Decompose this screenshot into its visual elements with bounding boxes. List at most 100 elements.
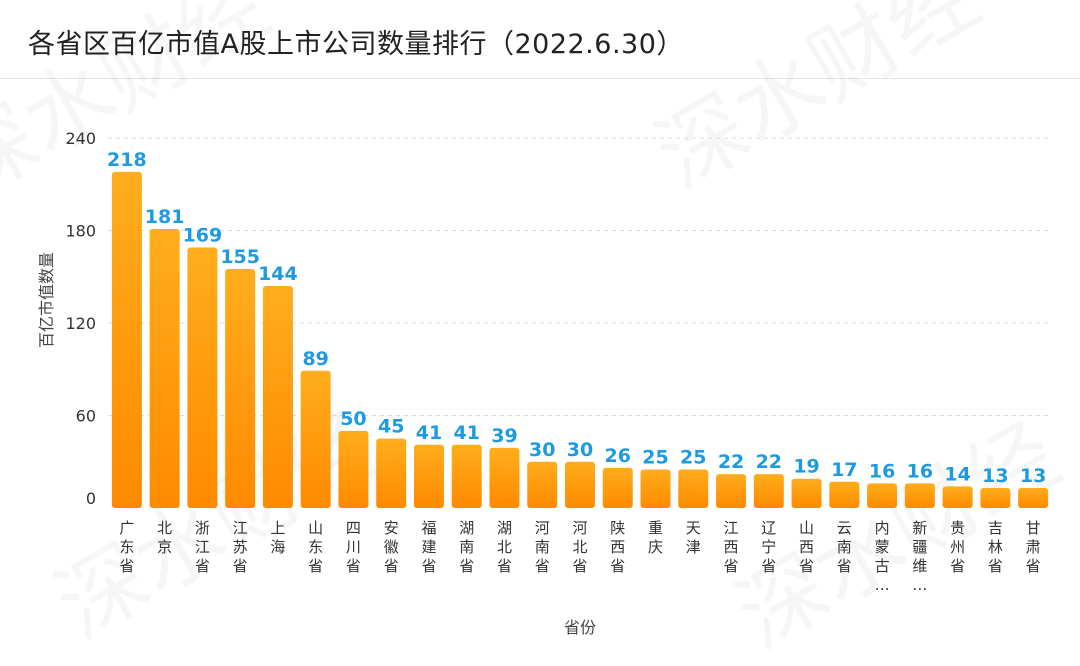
x-tick-label: 江: [195, 538, 210, 556]
x-tick-label: 山: [799, 519, 814, 537]
x-tick-label: 陕: [610, 519, 625, 537]
x-tick-label: 建: [421, 538, 436, 556]
bar: [262, 286, 293, 508]
data-label: 26: [605, 445, 631, 467]
bar: [640, 469, 671, 508]
data-label: 144: [258, 263, 298, 285]
bar: [338, 430, 369, 508]
bar: [489, 447, 520, 508]
data-label: 25: [642, 446, 668, 468]
data-label: 13: [982, 465, 1008, 487]
bar: [904, 483, 935, 508]
x-tick-label: 京: [157, 538, 172, 556]
x-tick-label: 贵: [950, 519, 965, 537]
title-divider: [0, 78, 1080, 79]
x-tick-label: 四: [346, 519, 361, 537]
x-tick-label: 北: [572, 538, 587, 556]
data-label: 13: [1020, 465, 1046, 487]
y-tick-label: 240: [65, 129, 96, 148]
x-tick-label: 浙: [195, 519, 210, 537]
x-tick-label: 疆: [912, 538, 927, 556]
data-label: 181: [145, 206, 185, 228]
x-tick-label: 肃: [1026, 538, 1041, 556]
data-label: 41: [416, 422, 442, 444]
bar: [187, 247, 218, 509]
x-tick-label: 省: [497, 557, 512, 575]
x-tick-label: …: [875, 576, 890, 594]
bar: [565, 461, 595, 508]
bar: [300, 370, 331, 508]
x-tick-label: 山: [308, 519, 323, 537]
bar: [1018, 487, 1049, 508]
x-tick-label: 南: [535, 538, 550, 556]
x-axis-title: 省份: [564, 618, 596, 637]
x-tick-label: 省: [837, 557, 852, 575]
x-tick-label: 省: [761, 557, 776, 575]
bar: [413, 444, 444, 508]
data-label: 22: [718, 451, 744, 473]
x-tick-label: 津: [686, 538, 701, 556]
x-tick-label: 省: [459, 557, 474, 575]
x-tick-label: 安: [384, 519, 399, 537]
x-tick-label: 州: [950, 538, 965, 556]
x-tick-label: 西: [799, 538, 814, 556]
x-tick-label: 古: [875, 557, 890, 575]
bar: [980, 487, 1011, 508]
data-label: 19: [793, 456, 819, 478]
bar: [942, 486, 973, 508]
x-tick-label: 省: [346, 557, 361, 575]
x-tick-label: 湖: [497, 519, 512, 537]
x-tick-label: 新: [912, 519, 927, 537]
data-label: 16: [869, 460, 895, 482]
data-label: 218: [107, 149, 147, 171]
x-tick-label: 省: [988, 557, 1003, 575]
x-tick-label: 省: [535, 557, 550, 575]
x-tick-label: …: [912, 576, 927, 594]
bar: [111, 171, 142, 508]
x-tick-label: 内: [875, 519, 890, 537]
x-tick-label: 省: [799, 557, 814, 575]
bar: [527, 461, 558, 508]
x-tick-label: 云: [837, 519, 852, 537]
x-tick-label: 省: [610, 557, 625, 575]
data-label: 41: [453, 422, 479, 444]
x-tick-label: 省: [1026, 557, 1041, 575]
bar: [716, 474, 747, 508]
x-tick-label: 川: [346, 538, 361, 556]
x-tick-label: 重: [648, 519, 663, 537]
x-tick-label: 徽: [384, 538, 399, 556]
x-tick-label: 福: [421, 519, 436, 537]
data-label: 50: [340, 408, 366, 430]
x-tick-label: 苏: [233, 538, 248, 556]
x-tick-label: 湖: [459, 519, 474, 537]
y-tick-label: 180: [65, 222, 96, 241]
data-label: 169: [183, 224, 223, 246]
data-label: 30: [567, 439, 593, 461]
data-label: 16: [907, 460, 933, 482]
data-label: 14: [944, 463, 970, 485]
data-label: 89: [302, 348, 328, 370]
y-axis-title: 百亿市值数量: [37, 252, 56, 348]
bar: [602, 467, 633, 508]
x-tick-label: 天: [686, 519, 701, 537]
x-tick-label: 庆: [648, 538, 663, 556]
x-tick-label: 省: [572, 557, 587, 575]
x-tick-label: 辽: [761, 519, 776, 537]
x-tick-label: 吉: [988, 519, 1003, 537]
bar: [149, 228, 180, 509]
data-label: 39: [491, 425, 517, 447]
bar: [867, 483, 898, 508]
bar: [225, 269, 256, 508]
x-tick-label: 省: [384, 557, 399, 575]
bar: [376, 438, 407, 508]
x-tick-label: 南: [837, 538, 852, 556]
x-tick-label: 海: [270, 538, 285, 556]
y-tick-label: 120: [65, 314, 96, 333]
x-tick-label: 西: [724, 538, 739, 556]
data-label: 17: [831, 459, 857, 481]
bar: [753, 474, 784, 508]
chart-title: 各省区百亿市值A股上市公司数量排行（2022.6.30）: [28, 29, 684, 60]
x-tick-label: 蒙: [875, 538, 890, 556]
data-label: 155: [220, 246, 260, 268]
